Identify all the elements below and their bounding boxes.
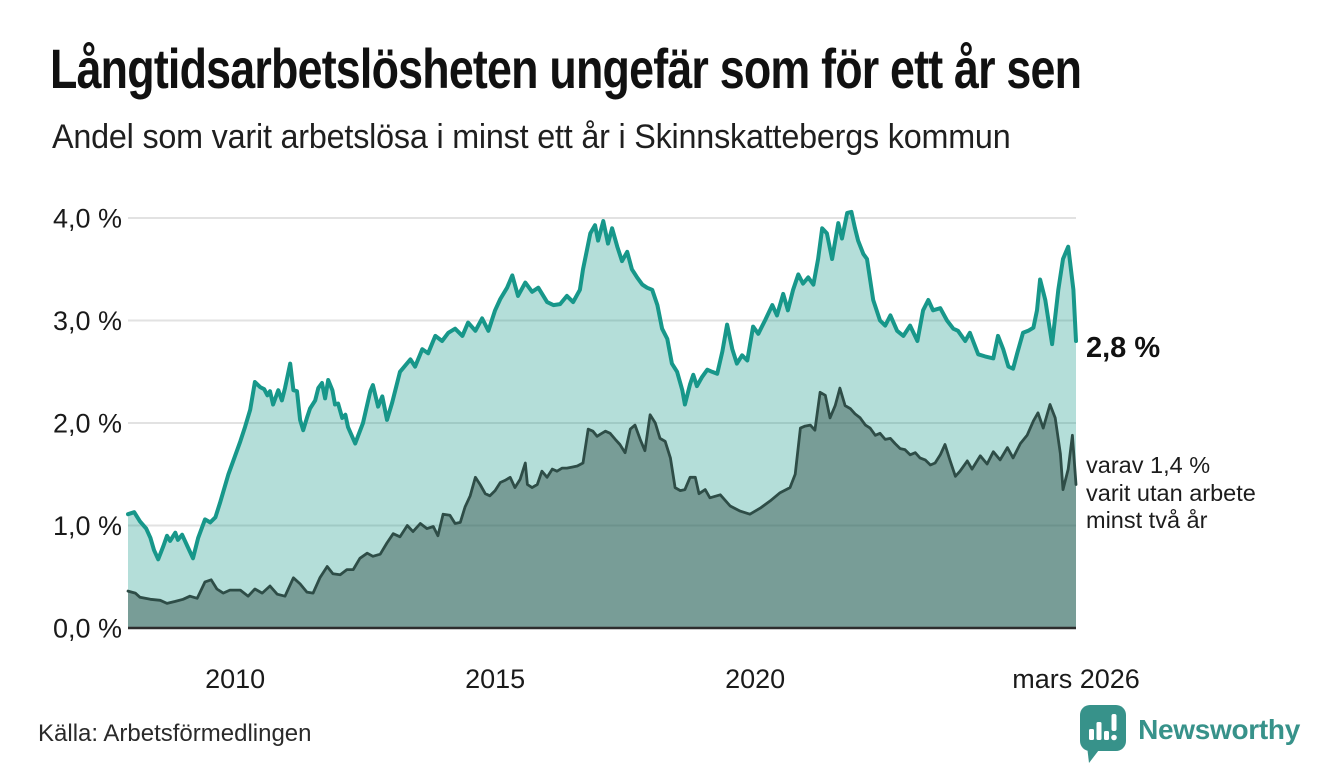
x-tick-label: 2010 [205,664,265,694]
y-tick-label: 0,0 % [53,614,122,644]
newsworthy-logo: Newsworthy [1079,704,1300,764]
y-tick-label: 4,0 % [53,204,122,234]
area-total-min-one-year [128,211,1076,628]
area-min-two-years [128,388,1076,628]
line-min-two-years [126,386,1078,605]
annotation-line-2: varit utan arbete [1086,479,1256,506]
x-tick-label: mars 2026 [1012,664,1140,694]
newsworthy-bubble-barchart-icon [1080,705,1127,763]
x-tick-label: 2015 [465,664,525,694]
x-tick-label: 2020 [725,664,785,694]
y-tick-label: 3,0 % [53,306,122,336]
y-tick-label: 2,0 % [53,409,122,439]
y-tick-label: 1,0 % [53,511,122,541]
end-value-label-total: 2,8 % [1086,332,1161,364]
end-value-label-two-years: varav 1,4 % varit utan arbete minst två … [1086,452,1256,535]
annotation-line-1: varav 1,4 % [1086,452,1211,478]
line-total-min-one-year [126,209,1078,562]
page-title: Långtidsarbetslösheten ungefär som för e… [50,37,1082,100]
source-note: Källa: Arbetsförmedlingen [38,720,312,747]
annotation-line-3: minst två år [1086,507,1208,533]
newsworthy-wordmark: Newsworthy [1138,714,1300,745]
page-subtitle: Andel som varit arbetslösa i minst ett å… [52,118,1011,156]
